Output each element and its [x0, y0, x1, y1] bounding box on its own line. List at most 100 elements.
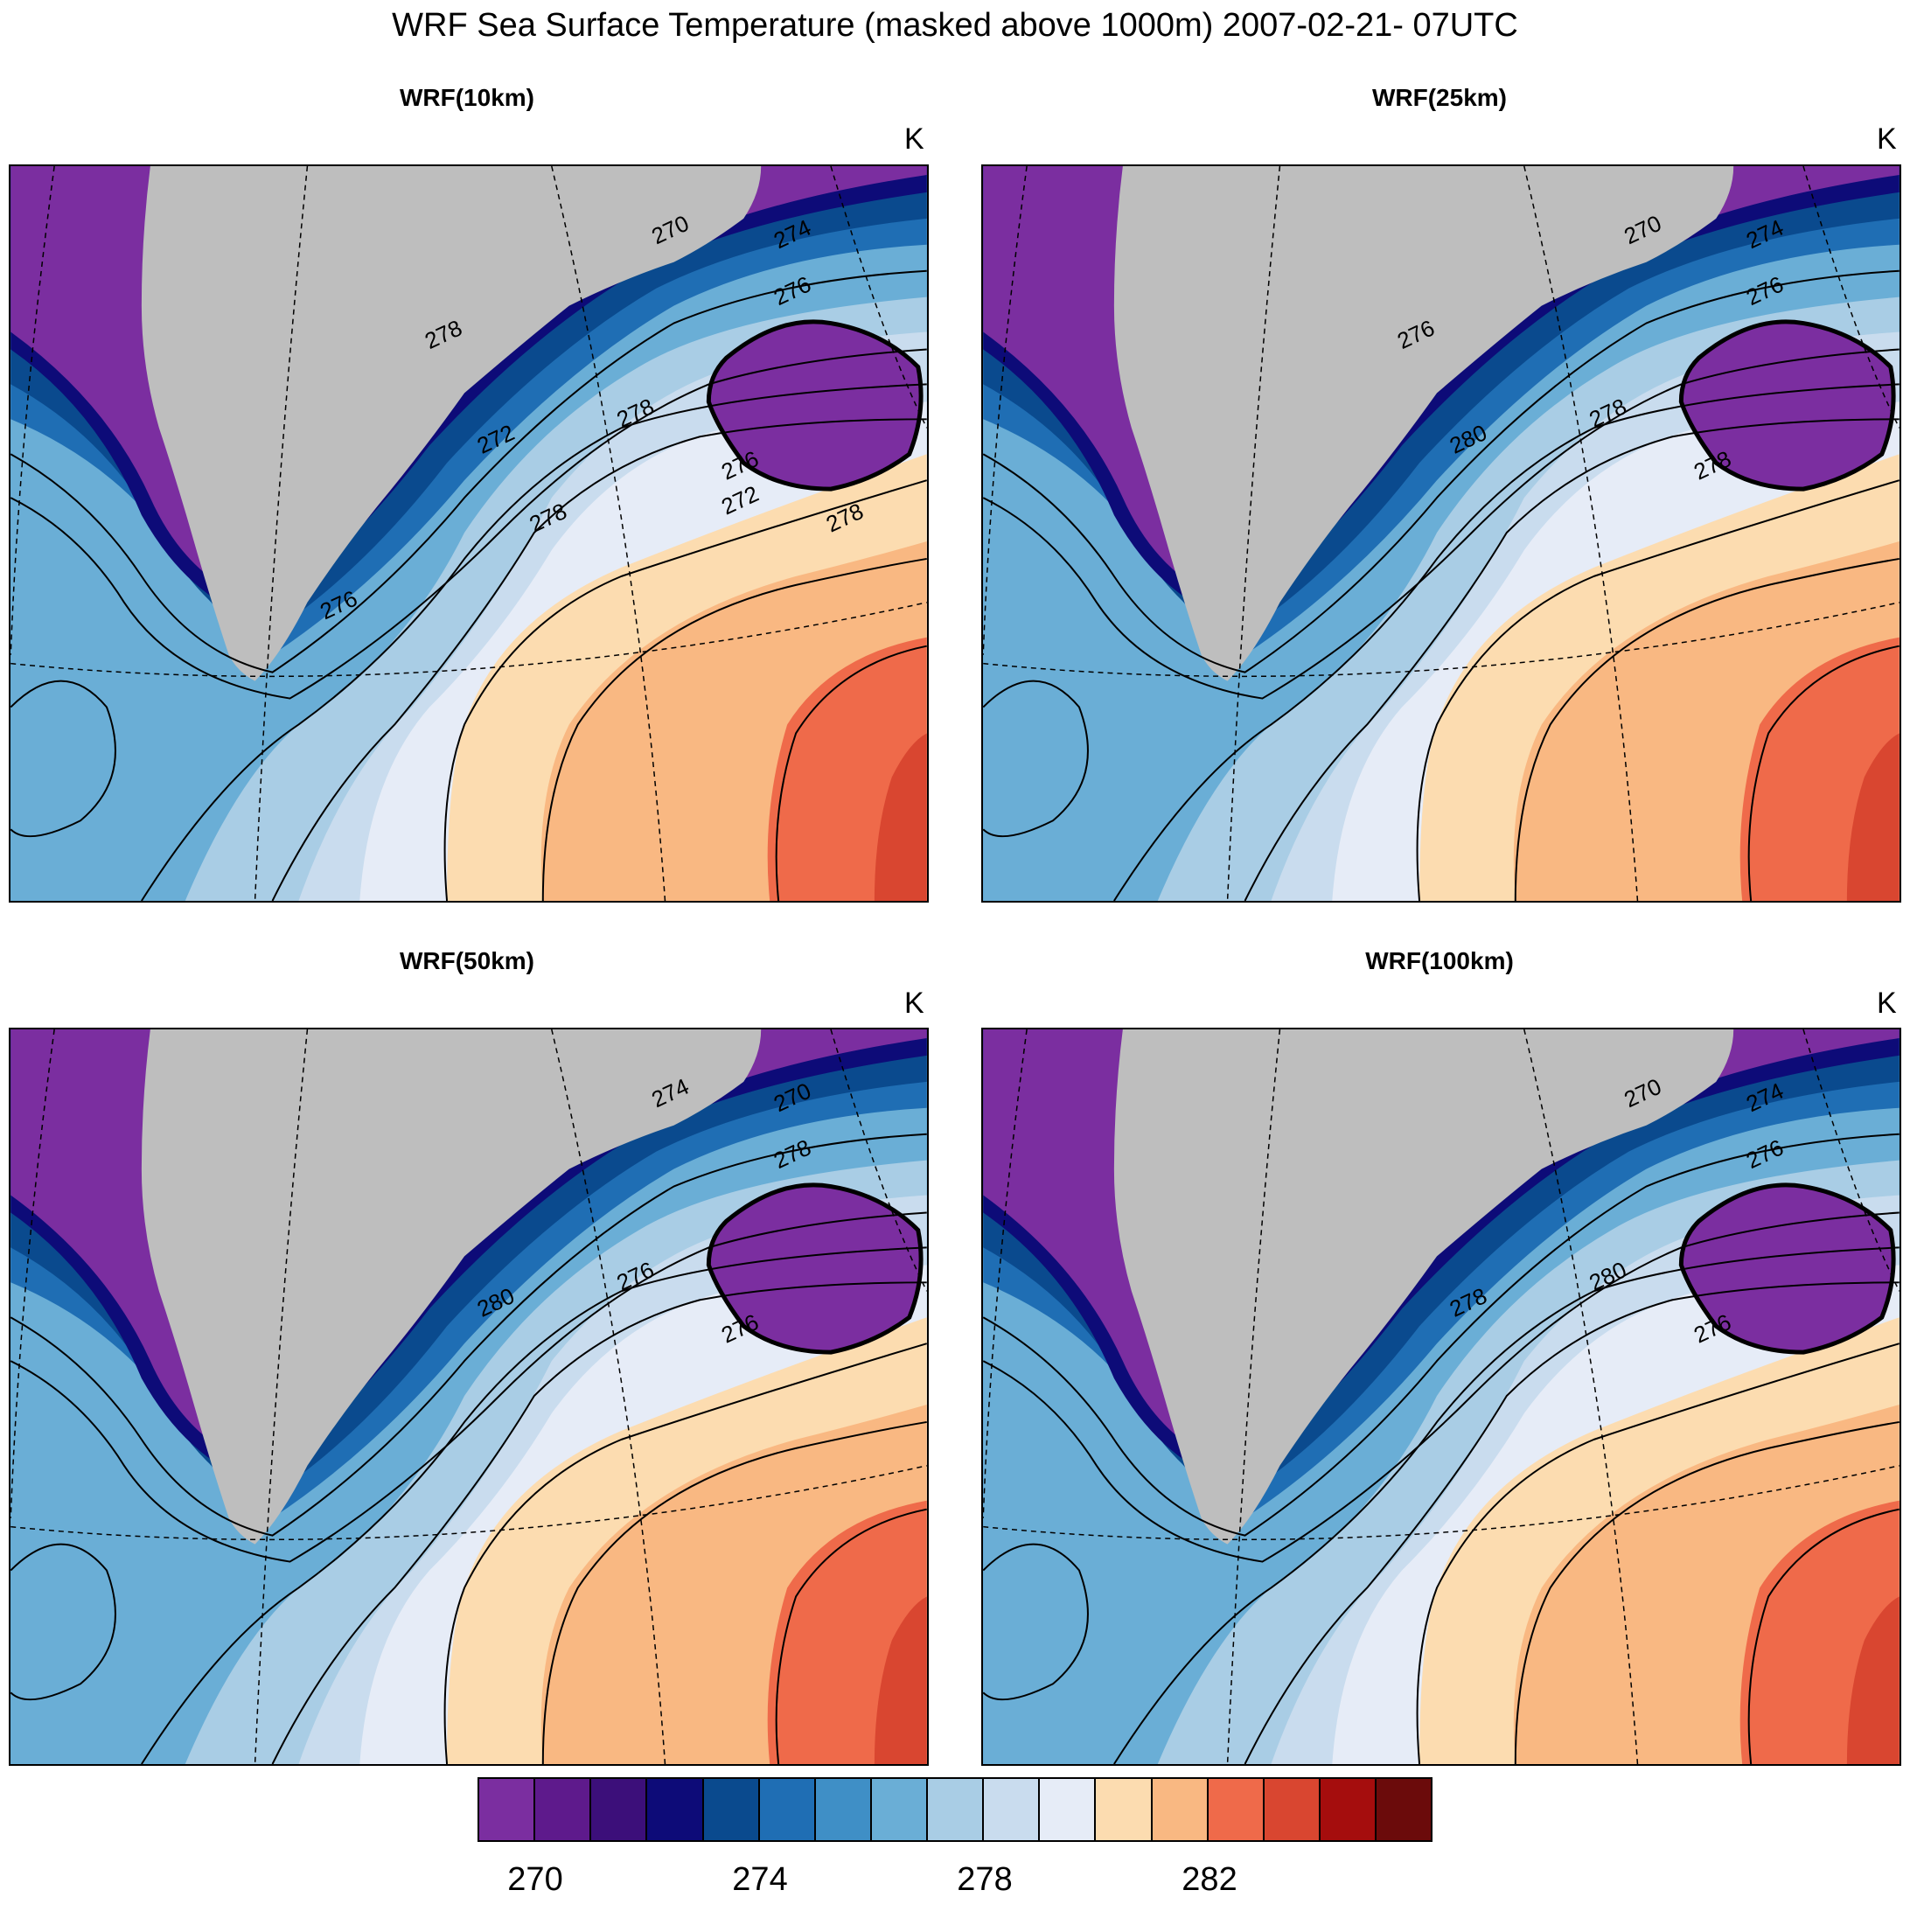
lat-lon-gridline	[10, 1029, 55, 1518]
land-mask-greenland	[1113, 166, 1734, 681]
unit-label-50km: K	[904, 987, 924, 1020]
sst-contour-line	[1514, 1420, 1900, 1764]
colorbar-swatch	[871, 1779, 928, 1840]
lat-lon-gridline	[10, 166, 55, 655]
sst-contour-line	[1747, 645, 1900, 901]
colorbar-swatch	[1264, 1779, 1321, 1840]
sst-contour-line	[983, 1133, 1900, 1537]
colorbar-swatch	[1208, 1779, 1265, 1840]
iceland-island	[1678, 1182, 1896, 1355]
sst-contour-line	[983, 1543, 1089, 1701]
colorbar-swatch	[928, 1779, 985, 1840]
lat-lon-gridline	[830, 1029, 927, 1292]
colorbar-label: 274	[732, 1861, 788, 1898]
map-panel-10km: 274 270 276 278 272 276 278 276 278 272 278	[9, 164, 929, 903]
colorbar-label: 282	[1182, 1861, 1237, 1898]
colorbar-swatch	[479, 1779, 536, 1840]
unit-label-25km: K	[1877, 122, 1897, 156]
map-panel-50km: 270 274 278 276 280 276	[9, 1028, 929, 1766]
sst-contour-line	[10, 348, 927, 700]
sst-contour-line	[10, 269, 927, 673]
colorbar-swatch	[759, 1779, 816, 1840]
iceland-island	[706, 319, 924, 492]
colorbar-swatch	[815, 1779, 872, 1840]
sst-contour-line	[1244, 418, 1900, 901]
lat-lon-gridline	[254, 1029, 309, 1764]
sst-contour-line	[271, 1281, 927, 1764]
map-panel-25km: 274 270 276 278 280 278 276	[981, 164, 1901, 903]
colorbar-swatch	[703, 1779, 760, 1840]
sst-contour-line	[1747, 1508, 1900, 1764]
sst-contour-line	[1416, 479, 1900, 901]
sst-contour-line	[1113, 1246, 1900, 1764]
panel-title-25km: WRF(25km)	[1371, 84, 1507, 111]
unit-label-10km: K	[904, 122, 924, 156]
lat-lon-gridline	[551, 166, 666, 901]
lat-lon-gridline	[1226, 166, 1281, 901]
sst-contour-line	[141, 1246, 927, 1764]
sst-contour-line	[1514, 557, 1900, 901]
unit-label-100km: K	[1877, 987, 1897, 1020]
panel-title-100km: WRF(100km)	[1365, 947, 1514, 974]
colorbar-label: 270	[507, 1861, 563, 1898]
sst-contour-line	[10, 680, 116, 838]
lat-lon-gridline	[983, 166, 1028, 655]
lat-lon-gridline	[1802, 166, 1900, 429]
sst-zone-283	[874, 733, 927, 901]
lat-lon-gridline	[551, 1029, 666, 1764]
sst-zone-283	[874, 1596, 927, 1764]
iceland-island	[1678, 319, 1896, 492]
sst-contour-line	[983, 348, 1900, 700]
panel-title-10km: WRF(10km)	[399, 84, 534, 111]
sst-contour-line	[10, 1211, 927, 1563]
sst-contour-line	[443, 479, 927, 901]
colorbar-swatch	[984, 1779, 1041, 1840]
sst-contour-line	[541, 557, 927, 901]
figure-title: WRF Sea Surface Temperature (masked abov…	[392, 7, 1518, 44]
sst-contour-line	[1244, 1281, 1900, 1764]
colorbar-label: 278	[957, 1861, 1013, 1898]
sst-contour-line	[1113, 383, 1900, 901]
colorbar-swatch	[1320, 1779, 1377, 1840]
lat-lon-gridline	[1226, 1029, 1281, 1764]
sst-contour-line	[775, 1508, 927, 1764]
lat-lon-gridline	[983, 602, 1900, 678]
iceland-island	[706, 1182, 924, 1355]
land-mask-greenland	[141, 1029, 762, 1545]
land-mask-greenland	[1113, 1029, 1734, 1545]
lat-lon-gridline	[983, 1029, 1028, 1518]
sst-contour-line	[141, 383, 927, 901]
lat-lon-gridline	[830, 166, 927, 429]
sst-contour-line	[1416, 1343, 1900, 1764]
lat-lon-gridline	[254, 166, 309, 901]
colorbar-swatch	[1152, 1779, 1209, 1840]
colorbar-swatch	[1377, 1779, 1432, 1840]
sst-contour-line	[983, 1211, 1900, 1563]
colorbar-swatch	[647, 1779, 704, 1840]
sst-contour-line	[271, 418, 927, 901]
sst-zone-283	[1846, 1596, 1900, 1764]
sst-zone-283	[1846, 733, 1900, 901]
sst-contour-line	[10, 1133, 927, 1537]
colorbar-swatch	[591, 1779, 648, 1840]
lat-lon-gridline	[10, 602, 927, 678]
map-panel-100km: 274 270 276 280 278 276	[981, 1028, 1901, 1766]
lat-lon-gridline	[10, 1465, 927, 1541]
lat-lon-gridline	[983, 1465, 1900, 1541]
sst-contour-line	[541, 1420, 927, 1764]
land-mask-greenland	[141, 166, 762, 681]
sst-contour-line	[443, 1343, 927, 1764]
colorbar-swatch	[1096, 1779, 1153, 1840]
lat-lon-gridline	[1523, 1029, 1639, 1764]
lat-lon-gridline	[1523, 166, 1639, 901]
sst-contour-line	[775, 645, 927, 901]
sst-contour-line	[983, 269, 1900, 673]
sst-contour-line	[10, 1543, 116, 1701]
colorbar-swatch	[535, 1779, 592, 1840]
colorbar-swatch	[1040, 1779, 1097, 1840]
lat-lon-gridline	[1802, 1029, 1900, 1292]
